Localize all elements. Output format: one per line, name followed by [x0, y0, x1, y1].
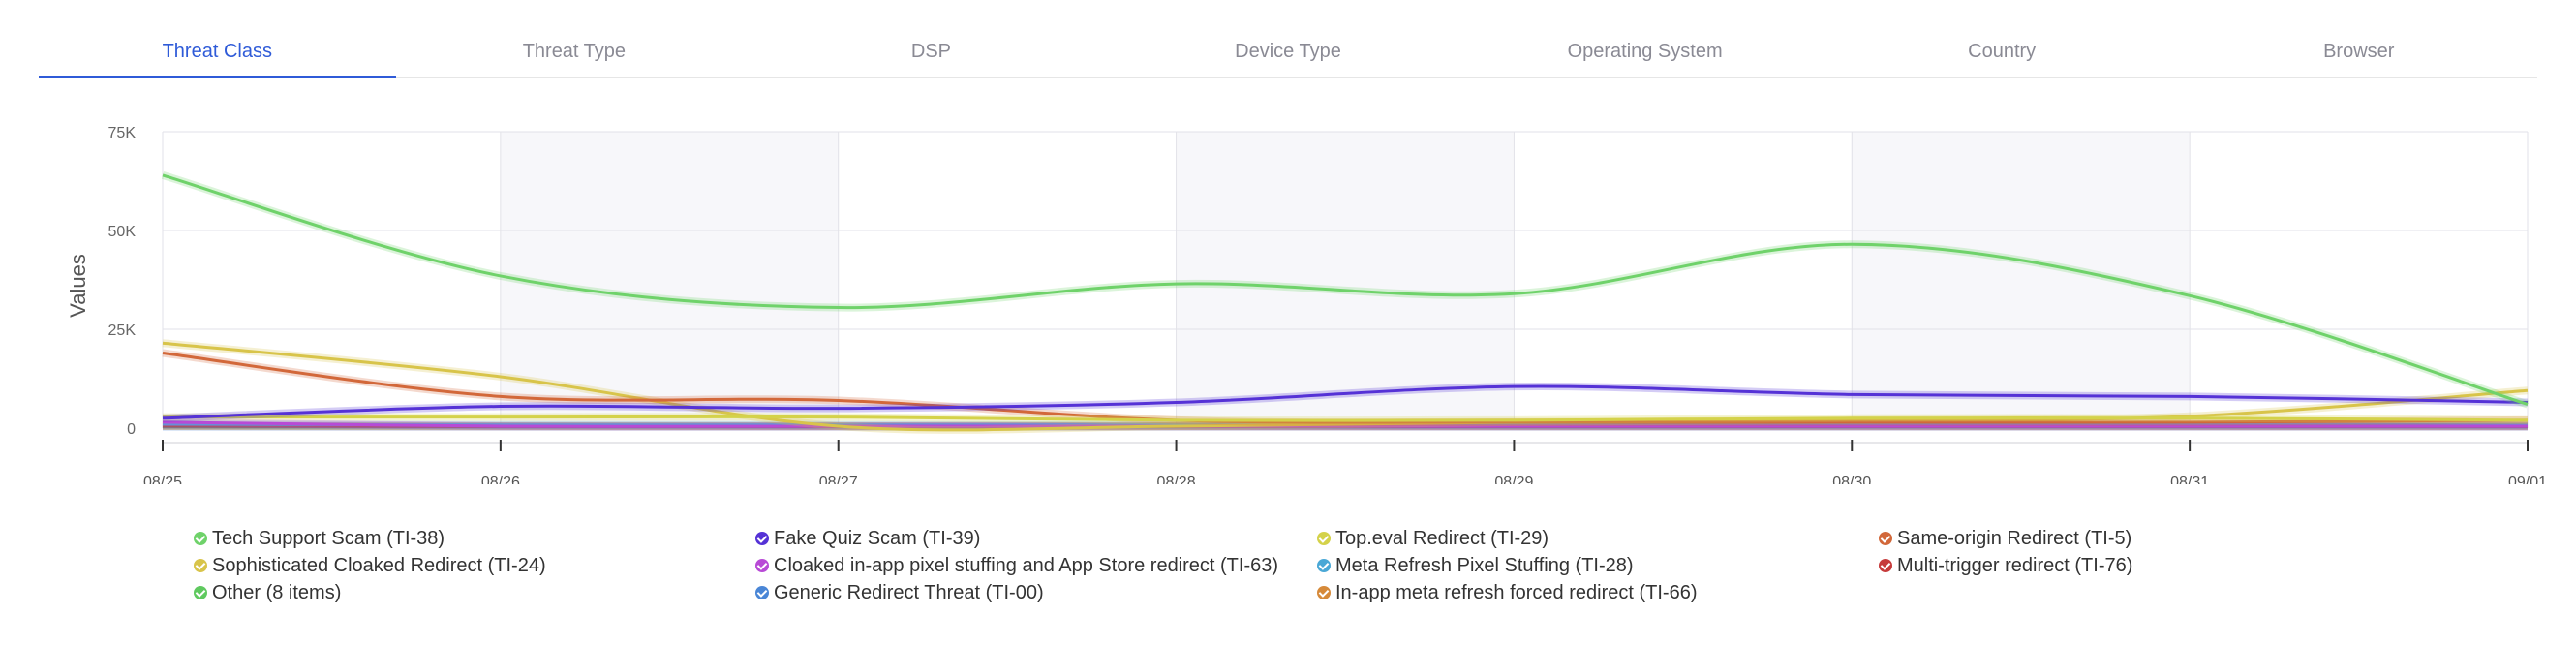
tab-bar: Threat Class Threat Type DSP Device Type… [39, 19, 2537, 78]
check-icon [1879, 532, 1892, 545]
check-icon [194, 532, 207, 545]
legend-label: Tech Support Scam (TI-38) [212, 527, 445, 549]
legend-item[interactable]: Multi-trigger redirect (TI-76) [1879, 554, 2440, 576]
legend-label: Same-origin Redirect (TI-5) [1897, 527, 2132, 549]
check-icon [194, 559, 207, 572]
legend-label: Fake Quiz Scam (TI-39) [774, 527, 981, 549]
check-icon [755, 532, 769, 545]
x-tick-label: 08/30 [1832, 475, 1871, 484]
legend-label: Meta Refresh Pixel Stuffing (TI-28) [1335, 554, 1634, 576]
legend-item[interactable]: Top.eval Redirect (TI-29) [1317, 527, 1879, 549]
check-icon [755, 559, 769, 572]
legend-label: Top.eval Redirect (TI-29) [1335, 527, 1549, 549]
check-icon [1317, 532, 1331, 545]
grid-band [1176, 132, 1515, 428]
legend-item[interactable]: Tech Support Scam (TI-38) [194, 527, 755, 549]
x-tick-label: 08/29 [1494, 475, 1533, 484]
grid-band [500, 132, 839, 428]
legend-label: Sophisticated Cloaked Redirect (TI-24) [212, 554, 546, 576]
legend-item[interactable]: Other (8 items) [194, 581, 755, 603]
tab-threat-class[interactable]: Threat Class [39, 19, 396, 78]
check-icon [1317, 586, 1331, 599]
x-tick-label: 08/25 [143, 475, 182, 484]
legend-item[interactable]: Sophisticated Cloaked Redirect (TI-24) [194, 554, 755, 576]
tab-dsp[interactable]: DSP [910, 41, 951, 62]
series-line-cloaked-in-app-pixel-stuffing-and-app-store-redirect-ti-63 [162, 420, 2528, 428]
legend-label: Generic Redirect Threat (TI-00) [774, 581, 1044, 603]
y-axis-title: Values [66, 254, 90, 318]
tab-browser[interactable]: Browser [2323, 41, 2395, 62]
y-tick-label: 50K [108, 224, 137, 240]
legend-label: Cloaked in-app pixel stuffing and App St… [774, 554, 1279, 576]
legend-item[interactable]: Same-origin Redirect (TI-5) [1879, 527, 2440, 549]
series-line-fake-quiz-scam-ti-39 [162, 384, 2529, 420]
y-tick-label: 75K [108, 125, 137, 141]
x-tick-label: 08/26 [481, 475, 520, 484]
series-line-tech-support-scam-ti-38 [162, 173, 2529, 406]
y-tick-label: 0 [127, 421, 136, 438]
legend-item[interactable]: Cloaked in-app pixel stuffing and App St… [755, 554, 1317, 576]
legend-item[interactable]: Generic Redirect Threat (TI-00) [755, 581, 1317, 603]
grid-band [1852, 132, 2191, 428]
legend-label: Multi-trigger redirect (TI-76) [1897, 554, 2133, 576]
chart-legend: Tech Support Scam (TI-38) Fake Quiz Scam … [194, 527, 2557, 603]
legend-label: In-app meta refresh forced redirect (TI-… [1335, 581, 1698, 603]
tab-country[interactable]: Country [1968, 41, 2037, 62]
legend-item[interactable]: Meta Refresh Pixel Stuffing (TI-28) [1317, 554, 1879, 576]
x-tick-label: 08/28 [1157, 475, 1196, 484]
check-icon [1317, 559, 1331, 572]
tab-operating-system[interactable]: Operating System [1567, 41, 1723, 62]
tab-device-type[interactable]: Device Type [1235, 41, 1341, 62]
y-tick-label: 25K [108, 322, 137, 339]
check-icon [194, 586, 207, 599]
legend-item[interactable]: Fake Quiz Scam (TI-39) [755, 527, 1317, 549]
line-chart: 0 25K 50K 75K 08/25 08/26 08/27 08/28 08/29 08/30… [66, 125, 2547, 484]
legend-item[interactable]: In-app meta refresh forced redirect (TI-… [1317, 581, 1879, 603]
series-line-top-eval-redirect-ti-29 [162, 415, 2529, 422]
check-icon [755, 586, 769, 599]
tab-threat-type[interactable]: Threat Type [522, 41, 627, 62]
series-line-same-origin-redirect-ti-5 [162, 351, 2529, 424]
x-tick-label: 08/31 [2170, 475, 2209, 484]
legend-label: Other (8 items) [212, 581, 342, 603]
x-tick-label: 08/27 [819, 475, 858, 484]
check-icon [1879, 559, 1892, 572]
x-tick-label: 09/01 [2508, 475, 2547, 484]
